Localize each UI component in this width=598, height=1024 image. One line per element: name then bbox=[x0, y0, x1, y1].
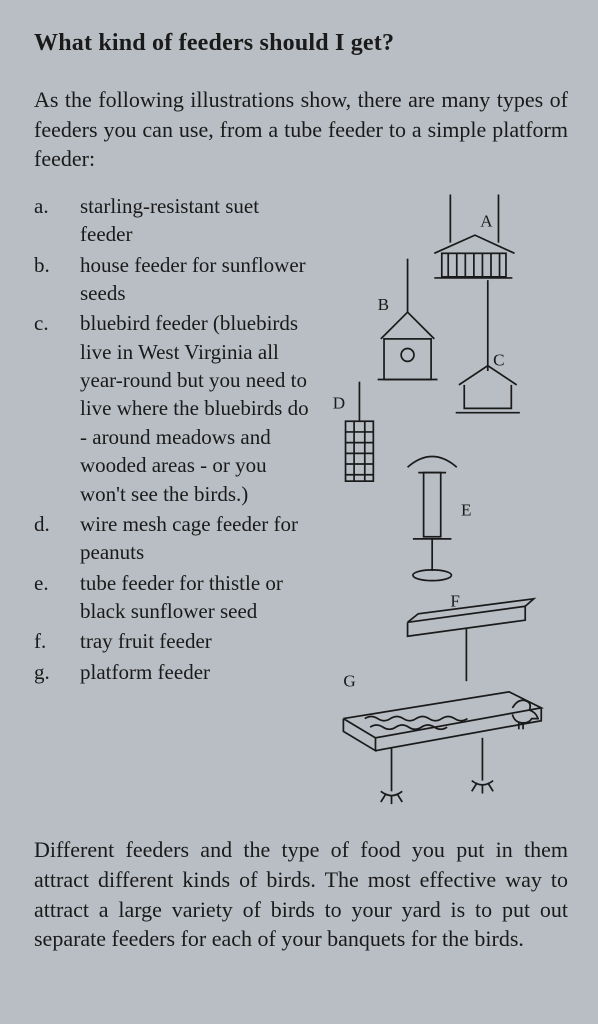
list-item: f. tray fruit feeder bbox=[34, 627, 314, 655]
feeder-svg: A B C D E F G bbox=[322, 192, 568, 817]
illus-label-d: D bbox=[333, 393, 345, 412]
page-title: What kind of feeders should I get? bbox=[34, 30, 568, 57]
list-item: c. bluebird feeder (bluebirds live in We… bbox=[34, 309, 314, 507]
list-text: wire mesh cage feeder for peanuts bbox=[80, 510, 314, 567]
document-page: What kind of feeders should I get? As th… bbox=[0, 0, 598, 984]
list-letter: d. bbox=[34, 510, 80, 567]
illus-label-c: C bbox=[493, 351, 504, 370]
illus-label-g: G bbox=[343, 672, 355, 691]
list-letter: e. bbox=[34, 569, 80, 626]
illus-label-e: E bbox=[461, 500, 471, 519]
list-text: house feeder for sunflower seeds bbox=[80, 251, 314, 308]
illus-label-f: F bbox=[450, 591, 460, 610]
list-text: tube feeder for thistle or black sunflow… bbox=[80, 569, 314, 626]
feeder-illustration: A B C D E F G bbox=[322, 192, 568, 817]
list-item: b. house feeder for sunflower seeds bbox=[34, 251, 314, 308]
list-text: platform feeder bbox=[80, 658, 314, 686]
feeder-list: a. starling-resistant suet feeder b. hou… bbox=[34, 192, 314, 817]
list-item: g. platform feeder bbox=[34, 658, 314, 686]
illus-label-a: A bbox=[480, 212, 493, 231]
list-letter: b. bbox=[34, 251, 80, 308]
intro-paragraph: As the following illustrations show, the… bbox=[34, 85, 568, 174]
outro-paragraph: Different feeders and the type of food y… bbox=[34, 835, 568, 954]
list-letter: a. bbox=[34, 192, 80, 249]
list-item: a. starling-resistant suet feeder bbox=[34, 192, 314, 249]
list-text: bluebird feeder (bluebirds live in West … bbox=[80, 309, 314, 507]
list-letter: f. bbox=[34, 627, 80, 655]
list-text: tray fruit feeder bbox=[80, 627, 314, 655]
content-row: a. starling-resistant suet feeder b. hou… bbox=[34, 192, 568, 817]
illus-label-b: B bbox=[378, 295, 389, 314]
list-text: starling-resistant suet feeder bbox=[80, 192, 314, 249]
list-letter: g. bbox=[34, 658, 80, 686]
list-letter: c. bbox=[34, 309, 80, 507]
list-item: e. tube feeder for thistle or black sunf… bbox=[34, 569, 314, 626]
list-item: d. wire mesh cage feeder for peanuts bbox=[34, 510, 314, 567]
